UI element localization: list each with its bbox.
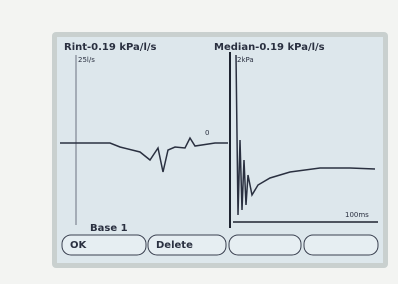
page: Rint-0.19 kPa/l/s Median-0.19 kPa/l/s 25…	[0, 0, 398, 284]
blank-button[interactable]	[229, 235, 301, 255]
right-axis-label: 2kPa	[237, 56, 254, 64]
left-title: Rint-0.19 kPa/l/s	[64, 42, 157, 53]
left-marker-label: 0	[205, 129, 209, 137]
ok-label: OK	[70, 240, 88, 251]
device-screen-photo: Rint-0.19 kPa/l/s Median-0.19 kPa/l/s 25…	[0, 0, 398, 284]
button-row: OK Delete	[62, 235, 378, 255]
delete-label: Delete	[156, 240, 193, 251]
right-title: Median-0.19 kPa/l/s	[214, 42, 325, 53]
left-axis-label: 25l/s	[78, 56, 95, 64]
blank-button[interactable]	[304, 235, 378, 255]
time-label: 100ms	[345, 211, 369, 219]
base-label: Base 1	[90, 223, 128, 234]
